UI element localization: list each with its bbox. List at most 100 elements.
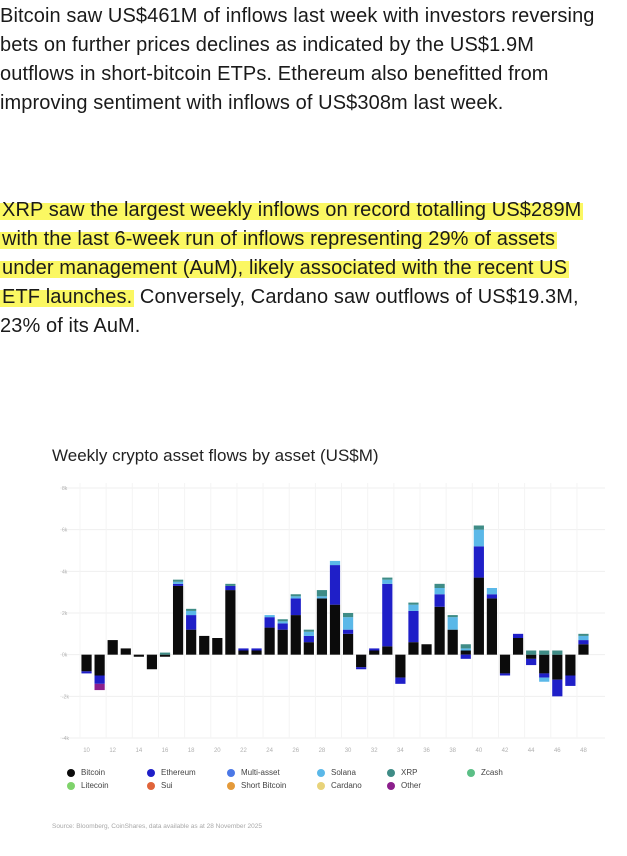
legend-item-multi-asset: Multi-asset — [227, 768, 280, 777]
bar-bitcoin — [94, 654, 105, 676]
legend-item-other: Other — [387, 781, 421, 790]
legend-item-zcash: Zcash — [467, 768, 503, 777]
bar-xrp — [277, 619, 288, 622]
legend-swatch — [317, 768, 325, 777]
bar-solana — [329, 560, 341, 566]
legend-swatch — [67, 768, 75, 777]
y-tick-label: 2k — [62, 611, 68, 617]
bar-ethereum — [277, 623, 288, 630]
bar-ethereum — [238, 648, 249, 651]
bar-ethereum — [526, 658, 537, 666]
legend-swatch — [147, 781, 155, 790]
legend-label: XRP — [401, 768, 418, 777]
bar-solana — [342, 617, 354, 630]
x-tick-label: 42 — [502, 748, 509, 754]
legend-swatch — [147, 768, 155, 777]
bar-solana — [172, 581, 184, 584]
bar-ethereum — [356, 667, 367, 670]
bar-bitcoin — [447, 629, 458, 655]
x-tick-label: 32 — [371, 748, 378, 754]
bar-xrp — [539, 650, 550, 655]
bar-bitcoin — [342, 633, 354, 655]
bar-xrp — [172, 579, 184, 582]
x-tick-label: 30 — [345, 748, 352, 754]
bar-ethereum — [460, 654, 471, 659]
bar-xrp — [225, 583, 236, 586]
article-paragraph-2: XRP saw the largest weekly inflows on re… — [0, 196, 623, 341]
bar-bitcoin — [159, 654, 171, 657]
bar-ethereum — [512, 633, 524, 638]
bar-xrp — [578, 633, 589, 636]
bar-ethereum — [172, 583, 184, 586]
bar-solana — [473, 529, 484, 547]
legend-label: Solana — [331, 768, 356, 777]
legend-swatch — [227, 768, 235, 777]
bar-xrp — [552, 650, 563, 655]
bar-solana — [290, 596, 301, 599]
bar-bitcoin — [578, 644, 589, 655]
bar-bitcoin — [473, 577, 484, 655]
legend-label: Zcash — [481, 768, 503, 777]
bar-bitcoin — [238, 650, 249, 655]
bar-other — [94, 683, 105, 691]
x-tick-label: 46 — [554, 748, 561, 754]
bar-bitcoin — [290, 615, 301, 655]
bar-ethereum — [486, 594, 498, 599]
flows-chart: 8k 6k 4k 2k 0k -2k -4k 10 12 14 16 18 20 22 24 26 28 30 32… — [60, 483, 605, 754]
x-tick-label: 10 — [83, 748, 90, 754]
legend-item-litecoin: Litecoin — [67, 781, 109, 790]
legend-item-cardano: Cardano — [317, 781, 362, 790]
bar-solana — [382, 579, 393, 584]
x-tick-label: 16 — [162, 748, 169, 754]
bar-solana — [316, 596, 328, 599]
bar-solana — [434, 588, 445, 595]
x-tick-label: 22 — [240, 748, 247, 754]
legend-label: Short Bitcoin — [241, 781, 287, 790]
chart-card: Weekly crypto asset flows by asset (US$M… — [10, 418, 614, 856]
bar-bitcoin — [369, 650, 380, 655]
bar-xrp — [447, 615, 458, 618]
legend-swatch — [387, 781, 395, 790]
bar-solana — [186, 610, 197, 616]
x-tick-label: 24 — [266, 748, 273, 754]
bar-bitcoin — [460, 650, 471, 655]
bar-bitcoin — [395, 654, 406, 678]
legend-item-sui: Sui — [147, 781, 173, 790]
y-tick-label: 6k — [62, 528, 68, 534]
bar-solana — [486, 588, 498, 595]
chart-title: Weekly crypto asset flows by asset (US$M… — [52, 446, 379, 465]
bar-bitcoin — [133, 654, 144, 657]
bar-bitcoin — [512, 638, 524, 655]
bar-bitcoin — [199, 635, 210, 655]
x-tick-label: 44 — [528, 748, 535, 754]
y-tick-label: 8k — [62, 486, 68, 492]
bar-bitcoin — [172, 585, 184, 655]
bar-bitcoin — [316, 598, 328, 655]
bar-ethereum — [251, 648, 262, 651]
bar-ethereum — [81, 671, 92, 674]
bar-xrp — [342, 613, 354, 618]
bar-ethereum — [434, 594, 445, 607]
legend-label: Multi-asset — [241, 768, 280, 777]
bar-ethereum — [395, 677, 406, 684]
bar-bitcoin — [303, 642, 314, 655]
bar-bitcoin — [539, 654, 550, 674]
x-tick-label: 14 — [136, 748, 143, 754]
x-tick-label: 40 — [476, 748, 483, 754]
y-tick-label: -2k — [62, 694, 69, 700]
bar-bitcoin — [251, 650, 262, 655]
bar-xrp — [382, 577, 393, 580]
bar-bitcoin — [264, 627, 275, 655]
bar-xrp — [473, 525, 484, 530]
bar-xrp — [290, 594, 301, 597]
bar-ethereum — [565, 675, 576, 686]
legend-item-short-bitcoin: Short Bitcoin — [227, 781, 286, 790]
bar-ethereum — [369, 648, 380, 651]
bar-bitcoin — [329, 604, 341, 655]
bar-bitcoin — [499, 654, 511, 674]
bar-bitcoin — [552, 654, 563, 680]
x-tick-label: 28 — [319, 748, 326, 754]
bar-solana — [303, 631, 314, 636]
legend-swatch — [387, 768, 395, 777]
bar-bitcoin — [421, 644, 432, 655]
